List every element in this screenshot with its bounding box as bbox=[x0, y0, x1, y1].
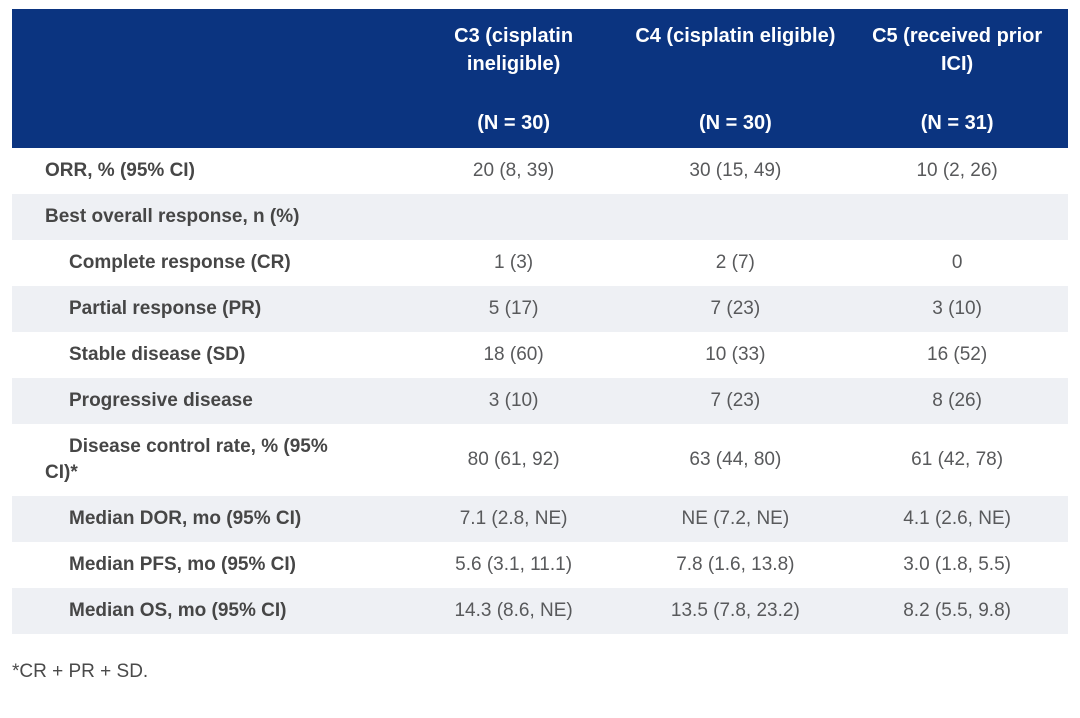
column-n-label: (N = 30) bbox=[698, 112, 772, 134]
table-cell bbox=[846, 194, 1068, 240]
table-cell bbox=[403, 194, 625, 240]
column-title: C3 (cisplatin ineligible) bbox=[454, 25, 574, 75]
table-row-best-overall-response: Best overall response, n (%) bbox=[12, 194, 1068, 240]
row-label: Median PFS, mo (95% CI) bbox=[69, 554, 296, 575]
table-cell: 10 (33) bbox=[705, 344, 766, 365]
table-cell: 13.5 (7.8, 23.2) bbox=[670, 600, 800, 621]
table-row-complete-response: Complete response (CR) 1 (3) 2 (7) 0 bbox=[12, 240, 1068, 286]
column-n-label: (N = 31) bbox=[920, 112, 994, 134]
header-row: C3 (cisplatin ineligible) (N = 30) C4 (c… bbox=[12, 9, 1068, 148]
table-cell: 7.1 (2.8, NE) bbox=[459, 508, 568, 529]
table-cell: 7 (23) bbox=[710, 390, 761, 411]
header-cell-c3: C3 (cisplatin ineligible) (N = 30) bbox=[402, 9, 625, 148]
table-cell: 3 (10) bbox=[932, 298, 982, 319]
header-cell-wrap: C4 (cisplatin eligible) (N = 30) bbox=[624, 9, 846, 148]
table-cell: 3 (10) bbox=[488, 390, 539, 411]
table-cell: 0 bbox=[951, 252, 963, 273]
header-cell-wrap: C5 (received prior ICI) (N = 31) bbox=[846, 9, 1068, 148]
table-row-partial-response: Partial response (PR) 5 (17) 7 (23) 3 (1… bbox=[12, 286, 1068, 332]
table-row-median-dor: Median DOR, mo (95% CI) 7.1 (2.8, NE) NE… bbox=[12, 496, 1068, 542]
table-cell: 4.1 (2.6, NE) bbox=[903, 508, 1011, 529]
row-label: Best overall response, n (%) bbox=[45, 206, 300, 227]
column-title: C4 (cisplatin eligible) bbox=[635, 25, 836, 47]
table-row-stable-disease: Stable disease (SD) 18 (60) 10 (33) 16 (… bbox=[12, 332, 1068, 378]
table-footnote: *CR + PR + SD. bbox=[12, 661, 149, 682]
table-row-orr: ORR, % (95% CI) 20 (8, 39) 30 (15, 49) 1… bbox=[12, 148, 1068, 194]
table-cell: 1 (3) bbox=[494, 252, 534, 273]
table-cell: 8 (26) bbox=[932, 390, 982, 411]
table-cell: 2 (7) bbox=[715, 252, 755, 273]
row-label: Stable disease (SD) bbox=[69, 344, 246, 365]
table-cell: 7 (23) bbox=[710, 298, 761, 319]
table-cell: 61 (42, 78) bbox=[911, 449, 1004, 470]
row-label: Partial response (PR) bbox=[69, 298, 262, 319]
column-n-label: (N = 30) bbox=[477, 112, 550, 134]
table-cell bbox=[624, 194, 846, 240]
table-cell: 20 (8, 39) bbox=[472, 160, 555, 181]
table-cell: 14.3 (8.6, NE) bbox=[454, 600, 573, 621]
table-cell: 7.8 (1.6, 13.8) bbox=[676, 554, 795, 575]
table-row-disease-control-rate: Disease control rate, % (95% CI)* 80 (61… bbox=[12, 424, 1068, 496]
row-label: Complete response (CR) bbox=[69, 252, 291, 273]
row-label: Median DOR, mo (95% CI) bbox=[69, 508, 302, 529]
row-label: Progressive disease bbox=[69, 390, 253, 411]
table-row-median-pfs: Median PFS, mo (95% CI) 5.6 (3.1, 11.1) … bbox=[12, 542, 1068, 588]
header-cell-c5: C5 (received prior ICI) (N = 31) bbox=[846, 9, 1068, 148]
header-cell-wrap: C3 (cisplatin ineligible) (N = 30) bbox=[403, 9, 625, 148]
column-title: C5 (received prior ICI) bbox=[872, 25, 1043, 75]
row-label: Disease control rate, % (95% CI)* bbox=[45, 436, 328, 483]
table-cell: 80 (61, 92) bbox=[467, 449, 560, 470]
header-cell-empty bbox=[12, 9, 403, 148]
table-row-progressive-disease: Progressive disease 3 (10) 7 (23) 8 (26) bbox=[12, 378, 1068, 424]
table-cell: 5 (17) bbox=[488, 298, 539, 319]
table-cell: NE (7.2, NE) bbox=[681, 508, 790, 529]
page: C3 (cisplatin ineligible) (N = 30) C4 (c… bbox=[12, 9, 1068, 682]
table-cell: 8.2 (5.5, 9.8) bbox=[903, 600, 1011, 621]
table-cell: 16 (52) bbox=[927, 344, 988, 365]
table-cell: 18 (60) bbox=[483, 344, 544, 365]
table-cell: 10 (2, 26) bbox=[916, 160, 998, 181]
header-cell-c4: C4 (cisplatin eligible) (N = 30) bbox=[624, 9, 847, 148]
table-row-median-os: Median OS, mo (95% CI) 14.3 (8.6, NE) 13… bbox=[12, 588, 1068, 634]
table-cell: 30 (15, 49) bbox=[689, 160, 782, 181]
table-cell: 63 (44, 80) bbox=[689, 449, 782, 470]
row-label: Median OS, mo (95% CI) bbox=[69, 600, 287, 621]
results-table: C3 (cisplatin ineligible) (N = 30) C4 (c… bbox=[12, 9, 1068, 634]
table-body: ORR, % (95% CI) 20 (8, 39) 30 (15, 49) 1… bbox=[12, 148, 1068, 634]
row-label: ORR, % (95% CI) bbox=[45, 160, 195, 181]
table-cell: 3.0 (1.8, 5.5) bbox=[903, 554, 1011, 575]
table-cell: 5.6 (3.1, 11.1) bbox=[455, 554, 573, 575]
table-header: C3 (cisplatin ineligible) (N = 30) C4 (c… bbox=[12, 9, 1068, 148]
